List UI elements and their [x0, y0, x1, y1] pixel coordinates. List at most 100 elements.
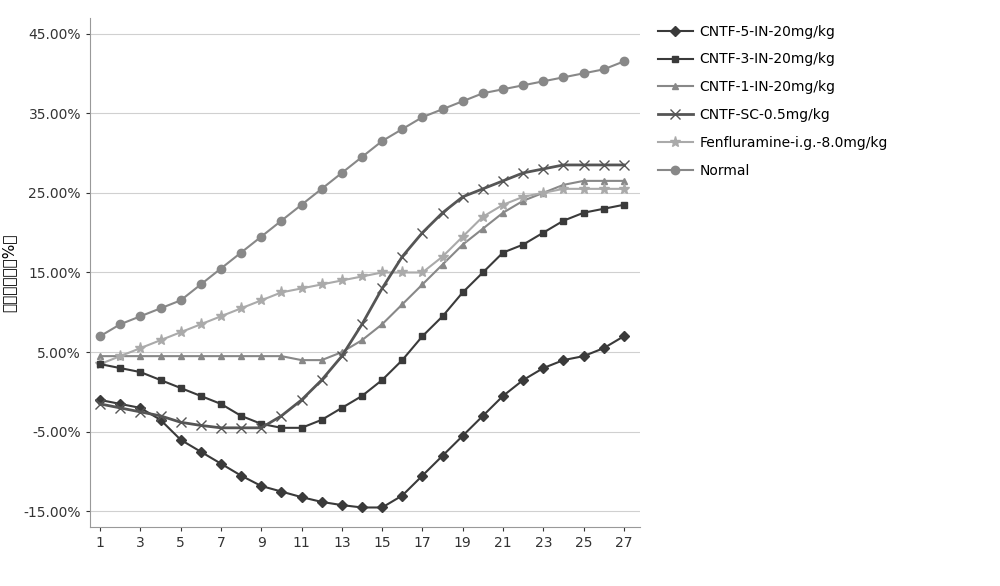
- Normal: [155, 305, 167, 312]
- CNTF-5-IN-20mg/kg: [578, 353, 590, 360]
- CNTF-SC-0.5mg/kg: [537, 165, 549, 172]
- CNTF-1-IN-20mg/kg: [275, 353, 287, 360]
- Legend: CNTF-5-IN-20mg/kg, CNTF-3-IN-20mg/kg, CNTF-1-IN-20mg/kg, CNTF-SC-0.5mg/kg, Fenfl: CNTF-5-IN-20mg/kg, CNTF-3-IN-20mg/kg, CN…: [658, 25, 888, 178]
- Fenfluramine-i.g.-8.0mg/kg: [155, 337, 167, 344]
- Normal: [275, 217, 287, 224]
- CNTF-SC-0.5mg/kg: [497, 178, 509, 185]
- CNTF-SC-0.5mg/kg: [517, 169, 529, 176]
- CNTF-3-IN-20mg/kg: [396, 357, 408, 364]
- Fenfluramine-i.g.-8.0mg/kg: [396, 269, 408, 276]
- CNTF-3-IN-20mg/kg: [376, 377, 388, 384]
- Line: CNTF-5-IN-20mg/kg: CNTF-5-IN-20mg/kg: [97, 333, 627, 511]
- CNTF-3-IN-20mg/kg: [416, 333, 428, 340]
- CNTF-1-IN-20mg/kg: [497, 209, 509, 216]
- Fenfluramine-i.g.-8.0mg/kg: [356, 273, 368, 280]
- CNTF-1-IN-20mg/kg: [598, 178, 610, 185]
- CNTF-1-IN-20mg/kg: [437, 261, 449, 268]
- CNTF-5-IN-20mg/kg: [598, 345, 610, 352]
- Normal: [215, 265, 227, 272]
- CNTF-1-IN-20mg/kg: [155, 353, 167, 360]
- CNTF-3-IN-20mg/kg: [457, 289, 469, 296]
- Fenfluramine-i.g.-8.0mg/kg: [114, 353, 126, 360]
- CNTF-1-IN-20mg/kg: [134, 353, 146, 360]
- Normal: [578, 70, 590, 77]
- CNTF-SC-0.5mg/kg: [437, 209, 449, 216]
- CNTF-3-IN-20mg/kg: [618, 201, 630, 208]
- CNTF-3-IN-20mg/kg: [437, 313, 449, 320]
- CNTF-3-IN-20mg/kg: [578, 209, 590, 216]
- Fenfluramine-i.g.-8.0mg/kg: [618, 185, 630, 192]
- Normal: [517, 82, 529, 89]
- CNTF-3-IN-20mg/kg: [477, 269, 489, 276]
- CNTF-5-IN-20mg/kg: [235, 472, 247, 479]
- CNTF-5-IN-20mg/kg: [497, 393, 509, 400]
- Fenfluramine-i.g.-8.0mg/kg: [416, 269, 428, 276]
- CNTF-3-IN-20mg/kg: [316, 416, 328, 423]
- CNTF-1-IN-20mg/kg: [316, 357, 328, 364]
- CNTF-SC-0.5mg/kg: [235, 424, 247, 431]
- CNTF-5-IN-20mg/kg: [155, 416, 167, 423]
- Line: CNTF-SC-0.5mg/kg: CNTF-SC-0.5mg/kg: [95, 160, 629, 432]
- Normal: [195, 281, 207, 288]
- Fenfluramine-i.g.-8.0mg/kg: [235, 305, 247, 312]
- Normal: [94, 333, 106, 340]
- Fenfluramine-i.g.-8.0mg/kg: [94, 360, 106, 367]
- CNTF-1-IN-20mg/kg: [215, 353, 227, 360]
- CNTF-SC-0.5mg/kg: [316, 377, 328, 384]
- CNTF-5-IN-20mg/kg: [437, 452, 449, 459]
- Normal: [235, 249, 247, 256]
- Normal: [296, 201, 308, 208]
- Fenfluramine-i.g.-8.0mg/kg: [175, 329, 187, 336]
- CNTF-SC-0.5mg/kg: [134, 408, 146, 415]
- CNTF-5-IN-20mg/kg: [396, 492, 408, 499]
- Normal: [537, 78, 549, 85]
- CNTF-5-IN-20mg/kg: [134, 404, 146, 411]
- CNTF-SC-0.5mg/kg: [255, 424, 267, 431]
- CNTF-SC-0.5mg/kg: [215, 424, 227, 431]
- CNTF-SC-0.5mg/kg: [336, 353, 348, 360]
- CNTF-3-IN-20mg/kg: [255, 420, 267, 427]
- CNTF-SC-0.5mg/kg: [376, 285, 388, 292]
- Fenfluramine-i.g.-8.0mg/kg: [275, 289, 287, 296]
- CNTF-1-IN-20mg/kg: [457, 241, 469, 248]
- CNTF-SC-0.5mg/kg: [175, 419, 187, 426]
- CNTF-3-IN-20mg/kg: [598, 205, 610, 212]
- Normal: [396, 125, 408, 132]
- CNTF-5-IN-20mg/kg: [537, 364, 549, 372]
- CNTF-5-IN-20mg/kg: [356, 504, 368, 511]
- Y-axis label: 体重变化率（%）: 体重变化率（%）: [2, 233, 17, 312]
- Fenfluramine-i.g.-8.0mg/kg: [195, 321, 207, 328]
- Fenfluramine-i.g.-8.0mg/kg: [134, 345, 146, 352]
- CNTF-SC-0.5mg/kg: [477, 185, 489, 192]
- Fenfluramine-i.g.-8.0mg/kg: [316, 281, 328, 288]
- CNTF-3-IN-20mg/kg: [134, 369, 146, 376]
- CNTF-5-IN-20mg/kg: [316, 498, 328, 505]
- Normal: [477, 90, 489, 97]
- Fenfluramine-i.g.-8.0mg/kg: [437, 253, 449, 260]
- CNTF-SC-0.5mg/kg: [618, 161, 630, 168]
- CNTF-1-IN-20mg/kg: [296, 357, 308, 364]
- CNTF-SC-0.5mg/kg: [598, 161, 610, 168]
- Fenfluramine-i.g.-8.0mg/kg: [578, 185, 590, 192]
- CNTF-SC-0.5mg/kg: [457, 193, 469, 200]
- CNTF-5-IN-20mg/kg: [114, 400, 126, 407]
- CNTF-SC-0.5mg/kg: [195, 422, 207, 429]
- CNTF-1-IN-20mg/kg: [578, 178, 590, 185]
- Normal: [618, 58, 630, 65]
- Normal: [255, 233, 267, 240]
- Normal: [336, 169, 348, 176]
- Fenfluramine-i.g.-8.0mg/kg: [517, 193, 529, 200]
- CNTF-1-IN-20mg/kg: [356, 337, 368, 344]
- Fenfluramine-i.g.-8.0mg/kg: [537, 189, 549, 196]
- Normal: [557, 74, 569, 81]
- CNTF-1-IN-20mg/kg: [94, 353, 106, 360]
- CNTF-3-IN-20mg/kg: [215, 400, 227, 407]
- CNTF-1-IN-20mg/kg: [517, 197, 529, 205]
- CNTF-SC-0.5mg/kg: [356, 321, 368, 328]
- CNTF-SC-0.5mg/kg: [275, 413, 287, 420]
- CNTF-3-IN-20mg/kg: [94, 360, 106, 367]
- Normal: [356, 154, 368, 161]
- Normal: [497, 86, 509, 93]
- CNTF-5-IN-20mg/kg: [215, 460, 227, 467]
- CNTF-1-IN-20mg/kg: [537, 189, 549, 196]
